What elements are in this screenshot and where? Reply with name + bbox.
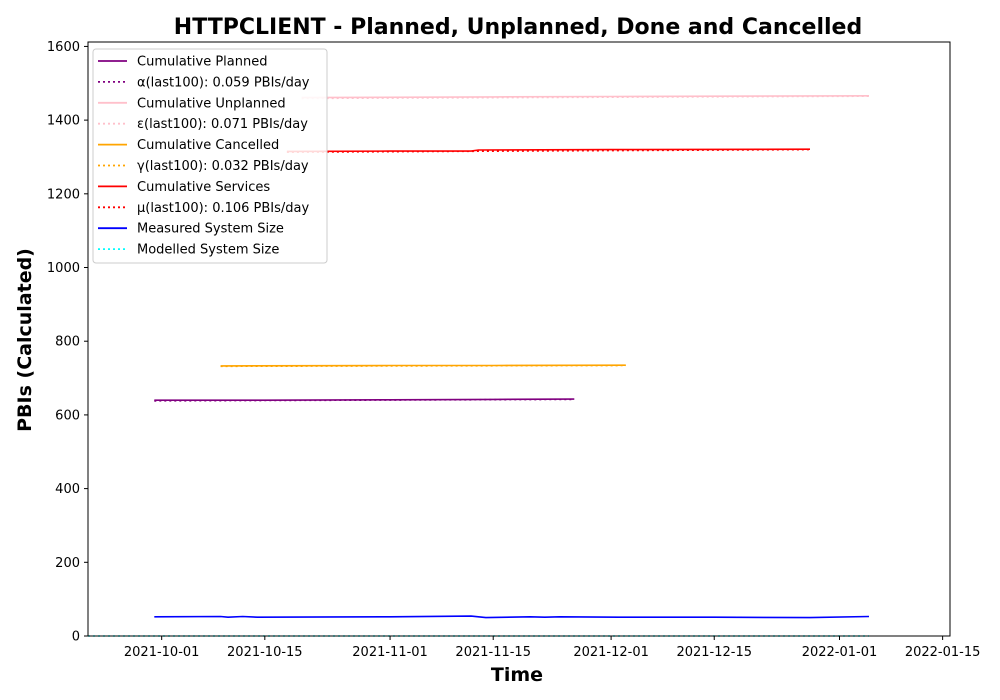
legend-entry-cumulative-planned: Cumulative Planned bbox=[137, 55, 267, 70]
x-tick-label: 2022-01-15 bbox=[905, 645, 981, 660]
legend-entry-last100-0-059-pbis-day: α(last100): 0.059 PBIs/day bbox=[137, 75, 310, 90]
legend-entry-measured-system-size: Measured System Size bbox=[137, 222, 284, 237]
x-axis-label: Time bbox=[491, 664, 543, 686]
legend-entry-last100-0-032-pbis-day: γ(last100): 0.032 PBIs/day bbox=[137, 159, 309, 174]
y-tick-label: 1600 bbox=[47, 40, 80, 55]
series-line-1 bbox=[154, 398, 575, 402]
legend: Cumulative Planned α(last100): 0.059 PBIs… bbox=[92, 48, 328, 264]
y-tick-label: 1000 bbox=[47, 261, 80, 276]
x-tick-label: 2021-12-15 bbox=[676, 645, 752, 660]
x-tick-label: 2021-10-15 bbox=[227, 645, 303, 660]
series-line-2 bbox=[301, 95, 870, 99]
legend-entry-last100-0-106-pbis-day: μ(last100): 0.106 PBIs/day bbox=[137, 201, 309, 216]
series-line-7 bbox=[286, 148, 811, 153]
legend-box bbox=[92, 48, 328, 264]
plot-series bbox=[88, 95, 870, 637]
plot-frame bbox=[87, 41, 951, 637]
x-axis: 2021-10-01 2021-10-15 2021-11-01 2021-11-15… bbox=[124, 636, 981, 660]
x-tick-label: 2021-11-01 bbox=[352, 645, 428, 660]
x-tick-label: 2021-11-15 bbox=[455, 645, 531, 660]
y-axis-label: PBIs (Calculated) bbox=[14, 248, 36, 432]
y-tick-label: 400 bbox=[55, 482, 80, 497]
y-axis: 0 200 400 600 800 1000 1200 1400 1600 bbox=[47, 40, 88, 645]
y-tick-label: 200 bbox=[55, 556, 80, 571]
legend-entry-cumulative-services: Cumulative Services bbox=[137, 180, 270, 195]
legend-entry-cumulative-unplanned: Cumulative Unplanned bbox=[137, 96, 286, 111]
y-tick-label: 1400 bbox=[47, 114, 80, 129]
y-tick-label: 1200 bbox=[47, 187, 80, 202]
x-tick-label: 2022-01-01 bbox=[802, 645, 878, 660]
legend-entry-last100-0-071-pbis-day: ε(last100): 0.071 PBIs/day bbox=[137, 117, 308, 132]
y-tick-label: 0 bbox=[72, 630, 80, 645]
y-tick-label: 800 bbox=[55, 335, 80, 350]
y-tick-label: 600 bbox=[55, 408, 80, 423]
legend-entry-cumulative-cancelled: Cumulative Cancelled bbox=[137, 138, 279, 153]
x-tick-label: 2021-12-01 bbox=[573, 645, 649, 660]
chart-title: HTTPCLIENT - Planned, Unplanned, Done an… bbox=[174, 15, 862, 40]
x-tick-label: 2021-10-01 bbox=[124, 645, 200, 660]
legend-entry-modelled-system-size: Modelled System Size bbox=[137, 243, 279, 258]
series-line-8 bbox=[154, 615, 870, 619]
